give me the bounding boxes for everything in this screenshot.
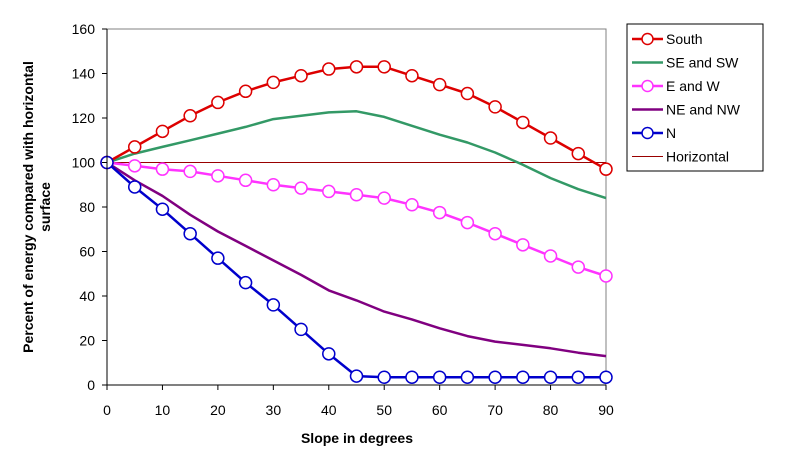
data-point-e-and-w <box>349 188 364 202</box>
data-point-south <box>127 140 142 154</box>
legend-marker-e-and-w <box>641 79 654 93</box>
legend-label-horizontal: Horizontal <box>666 149 729 165</box>
y-tick-label: 120 <box>72 110 96 126</box>
x-axis-title: Slope in degrees <box>301 430 413 446</box>
data-point-n <box>543 370 558 384</box>
data-point-e-and-w <box>155 162 170 176</box>
data-point-south <box>349 60 364 74</box>
data-point-e-and-w <box>183 164 197 179</box>
data-point-south <box>211 95 225 110</box>
data-point-n <box>155 202 170 216</box>
data-point-south <box>488 100 502 114</box>
data-point-e-and-w <box>294 181 308 195</box>
data-point-south <box>599 162 613 176</box>
data-point-south <box>460 86 475 101</box>
data-point-n <box>266 298 281 312</box>
data-point-e-and-w <box>127 159 142 173</box>
data-point-e-and-w <box>266 178 281 192</box>
y-tick-label: 60 <box>79 244 95 260</box>
x-tick-label: 40 <box>321 402 337 418</box>
data-point-south <box>571 146 586 161</box>
y-tick-label: 140 <box>72 66 96 82</box>
y-axis-title: Percent of energy compared with horizont… <box>20 61 53 353</box>
data-point-south <box>405 68 419 83</box>
y-tick-label: 100 <box>72 155 96 171</box>
legend-label-ne-and-nw: NE and NW <box>666 102 741 118</box>
y-axis-title-line-1: Percent of energy compared with horizont… <box>20 61 36 353</box>
data-point-n <box>488 370 502 384</box>
data-point-south <box>432 77 447 92</box>
data-point-n <box>294 322 308 337</box>
data-point-e-and-w <box>405 198 419 212</box>
data-point-n <box>571 370 586 384</box>
data-point-n <box>127 180 142 194</box>
data-point-south <box>266 75 281 90</box>
data-point-south <box>516 115 530 130</box>
data-point-e-and-w <box>377 191 391 205</box>
series-layer <box>100 60 613 384</box>
data-point-n <box>405 370 419 384</box>
data-point-e-and-w <box>322 184 336 199</box>
data-point-e-and-w <box>432 205 447 220</box>
data-point-e-and-w <box>599 269 613 283</box>
data-point-e-and-w <box>571 260 586 274</box>
data-point-south <box>322 62 336 76</box>
x-tick-label: 60 <box>432 402 448 418</box>
x-tick-label: 50 <box>376 402 392 418</box>
plot-area <box>106 28 607 386</box>
x-tick-label: 30 <box>266 402 282 418</box>
legend: South SE and SW E and W NE and NW N Horizonta… <box>626 23 764 172</box>
data-point-n <box>322 347 336 361</box>
data-point-e-and-w <box>238 173 253 188</box>
ticks-layer: 0 20 40 60 80 100 120 140 160 0 10 20 30 40 50 60 70 80 90 <box>72 21 614 418</box>
legend-label-e-and-w: E and W <box>666 78 720 94</box>
y-axis-title-line-2: surface <box>37 182 53 232</box>
data-point-e-and-w <box>543 249 558 263</box>
data-point-n <box>432 370 447 384</box>
x-tick-label: 10 <box>155 402 171 418</box>
x-tick-label: 90 <box>598 402 614 418</box>
data-point-e-and-w <box>460 215 475 230</box>
legend-marker-n <box>641 126 654 140</box>
data-point-n <box>183 226 197 241</box>
data-point-e-and-w <box>488 226 502 241</box>
data-point-south <box>543 131 558 145</box>
data-point-n <box>377 370 391 384</box>
data-point-south <box>377 60 391 74</box>
y-tick-label: 0 <box>87 377 95 393</box>
data-point-n <box>460 370 475 384</box>
data-point-e-and-w <box>516 238 530 252</box>
data-point-e-and-w <box>211 169 225 183</box>
data-point-n <box>516 370 530 384</box>
data-point-n <box>211 251 225 265</box>
series-line-se-and-sw <box>106 110 607 200</box>
legend-box <box>626 23 764 172</box>
legend-label-n: N <box>666 125 676 141</box>
data-point-n <box>349 369 364 383</box>
data-point-south <box>294 68 308 83</box>
x-tick-label: 0 <box>103 402 111 418</box>
legend-marker-south <box>641 32 654 46</box>
x-tick-label: 20 <box>210 402 226 418</box>
data-point-south <box>155 124 170 139</box>
legend-label-se-and-sw: SE and SW <box>666 55 739 71</box>
y-tick-label: 160 <box>72 21 96 37</box>
series-line-ne-and-nw <box>106 161 607 358</box>
y-tick-label: 80 <box>79 199 95 215</box>
data-point-n <box>599 370 613 384</box>
y-tick-label: 40 <box>79 288 95 304</box>
data-point-n <box>238 275 253 290</box>
data-point-south <box>238 84 253 99</box>
x-tick-label: 80 <box>543 402 559 418</box>
data-point-south <box>183 109 197 123</box>
x-tick-label: 70 <box>487 402 503 418</box>
legend-label-south: South <box>666 31 703 47</box>
y-tick-label: 20 <box>79 333 95 349</box>
